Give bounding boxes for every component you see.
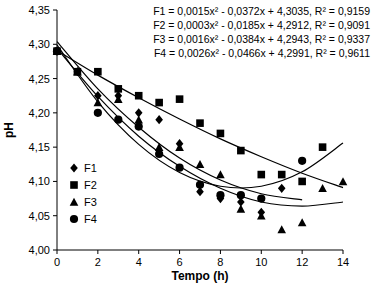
point [134, 115, 143, 123]
y-tick-label: 4,25 [29, 73, 50, 85]
legend-marker [70, 198, 79, 206]
legend-label: F3 [84, 196, 97, 208]
y-tick [53, 78, 57, 79]
chart: 4,00 4,05 4,10 4,15 4,20 4,25 4,30 4,35 0 2 4 6 8 10 1… [0, 0, 375, 286]
x-tick-label: 14 [337, 256, 349, 268]
point [339, 177, 348, 185]
x-tick-label: 0 [54, 256, 60, 268]
x-tick-label: 4 [136, 256, 142, 268]
y-tick-label: 4,35 [29, 4, 50, 16]
x-tick [220, 250, 221, 254]
y-tick [53, 215, 57, 216]
legend-label: F4 [84, 213, 97, 225]
x-tick-label: 8 [217, 256, 223, 268]
point [319, 143, 327, 151]
point [175, 143, 184, 151]
point [94, 109, 102, 117]
legend-marker [70, 215, 78, 223]
y-tick [53, 147, 57, 148]
legend-marker [70, 163, 78, 172]
legend-marker [70, 181, 78, 189]
point [196, 160, 205, 168]
y-axis-title: pH [2, 122, 16, 138]
point [217, 130, 225, 138]
point [237, 205, 246, 213]
trend-line [57, 45, 343, 188]
y-tick [53, 112, 57, 113]
x-axis-title: Tempo (h) [171, 269, 228, 283]
x-tick [57, 250, 58, 254]
point [298, 178, 306, 186]
y-tick [53, 181, 57, 182]
equation: F3 = 0,0016x² - 0,0384x + 4,2943, R² = 0… [153, 33, 370, 45]
point [277, 225, 286, 233]
x-tick [302, 250, 303, 254]
plot-area [53, 42, 348, 234]
x-tick-label: 6 [177, 256, 183, 268]
point [257, 171, 265, 179]
equation: F4 = 0,0026x² - 0,0466x + 4,2991, R² = 0… [154, 47, 370, 59]
x-tick-label: 2 [95, 256, 101, 268]
y-tick-label: 4,05 [29, 210, 50, 222]
x-tick [138, 250, 139, 254]
equation: F1 = 0,0015x² - 0,0372x + 4,3035, R² = 0… [153, 5, 370, 17]
point [216, 170, 225, 178]
x-tick-label: 12 [296, 256, 308, 268]
point [318, 184, 327, 192]
legend-label: F1 [84, 162, 97, 174]
x-tick [179, 250, 180, 254]
point [114, 95, 123, 103]
trend-line [57, 50, 343, 187]
y-tick-label: 4,00 [29, 244, 50, 256]
equation: F2 = 0,0003x² - 0,0185x + 4,2912, R² = 0… [153, 19, 370, 31]
point [155, 99, 163, 107]
y-tick-label: 4,20 [29, 107, 50, 119]
point [216, 191, 224, 199]
legend-label: F2 [84, 179, 97, 191]
trend-line [57, 42, 302, 200]
y-tick-label: 4,10 [29, 175, 50, 187]
x-tick [343, 250, 344, 254]
point [196, 119, 204, 127]
point [278, 171, 286, 179]
point [94, 68, 102, 76]
x-axis [57, 250, 343, 251]
point [155, 115, 163, 124]
point [298, 218, 307, 226]
y-tick [53, 10, 57, 11]
x-tick [261, 250, 262, 254]
y-tick-label: 4,30 [29, 38, 50, 50]
y-tick-label: 4,15 [29, 141, 50, 153]
point [298, 157, 306, 165]
trend-line [57, 48, 343, 206]
legend: F1 F2 F3 F4 [70, 162, 97, 225]
point [176, 95, 184, 103]
point [278, 184, 286, 193]
point [257, 211, 266, 219]
x-tick-label: 10 [255, 256, 267, 268]
x-tick [97, 250, 98, 254]
y-tick [53, 44, 57, 45]
y-tick [53, 250, 57, 251]
